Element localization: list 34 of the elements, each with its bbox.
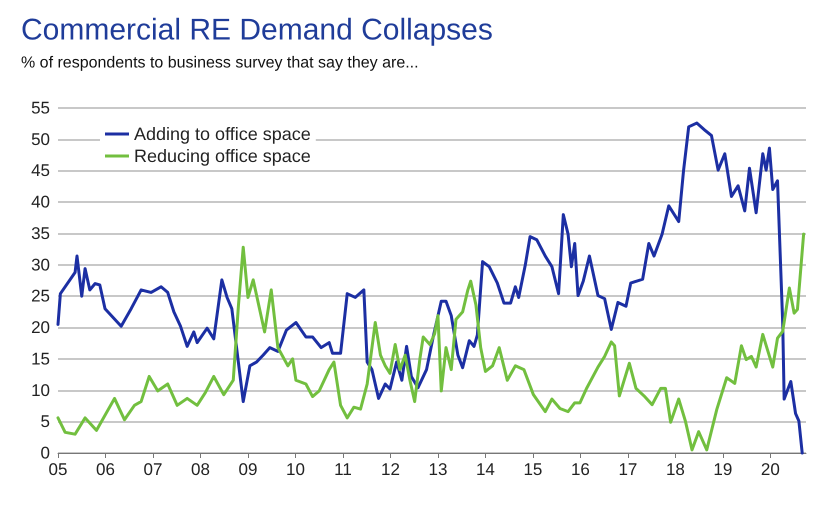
chart-title: Commercial RE Demand Collapses <box>21 14 493 46</box>
legend-label: Reducing office space <box>134 146 311 166</box>
y-tick-label: 55 <box>31 98 50 118</box>
x-tick-label: 18 <box>666 460 685 479</box>
x-tick-label: 10 <box>286 460 305 479</box>
line-series <box>56 232 806 452</box>
y-tick-label: 40 <box>31 192 50 212</box>
y-tick-label: 35 <box>31 224 50 243</box>
x-tick-label: 05 <box>48 460 68 479</box>
y-tick-label: 25 <box>31 286 50 306</box>
y-tick-label: 20 <box>31 318 50 338</box>
y-tick-label: 0 <box>40 444 50 462</box>
x-tick-label: 09 <box>238 460 258 479</box>
line-series <box>56 122 804 454</box>
x-tick-label: 08 <box>191 460 210 479</box>
y-tick-label: 15 <box>31 349 50 368</box>
x-tick-label: 11 <box>334 460 352 479</box>
x-tick-label: 13 <box>428 460 448 479</box>
x-tick-label: 19 <box>713 460 732 479</box>
x-tick-label: 14 <box>476 460 495 479</box>
y-tick-label: 30 <box>31 255 50 274</box>
legend-label: Adding to office space <box>134 124 311 144</box>
y-tick-label: 45 <box>31 161 50 180</box>
y-tick-label: 5 <box>40 412 50 432</box>
x-tick-label: 07 <box>144 460 162 479</box>
chart-subtitle: % of respondents to business survey that say they are... <box>21 54 419 72</box>
x-tick-label: 17 <box>618 460 638 479</box>
y-tick-label: 10 <box>31 380 50 400</box>
x-tick-label: 12 <box>380 460 400 479</box>
x-tick-label: 16 <box>570 460 590 479</box>
x-tick-label: 06 <box>96 460 115 479</box>
y-tick-label: 50 <box>31 130 50 149</box>
x-tick-label: 20 <box>760 460 780 479</box>
x-tick-label: 15 <box>523 460 542 479</box>
